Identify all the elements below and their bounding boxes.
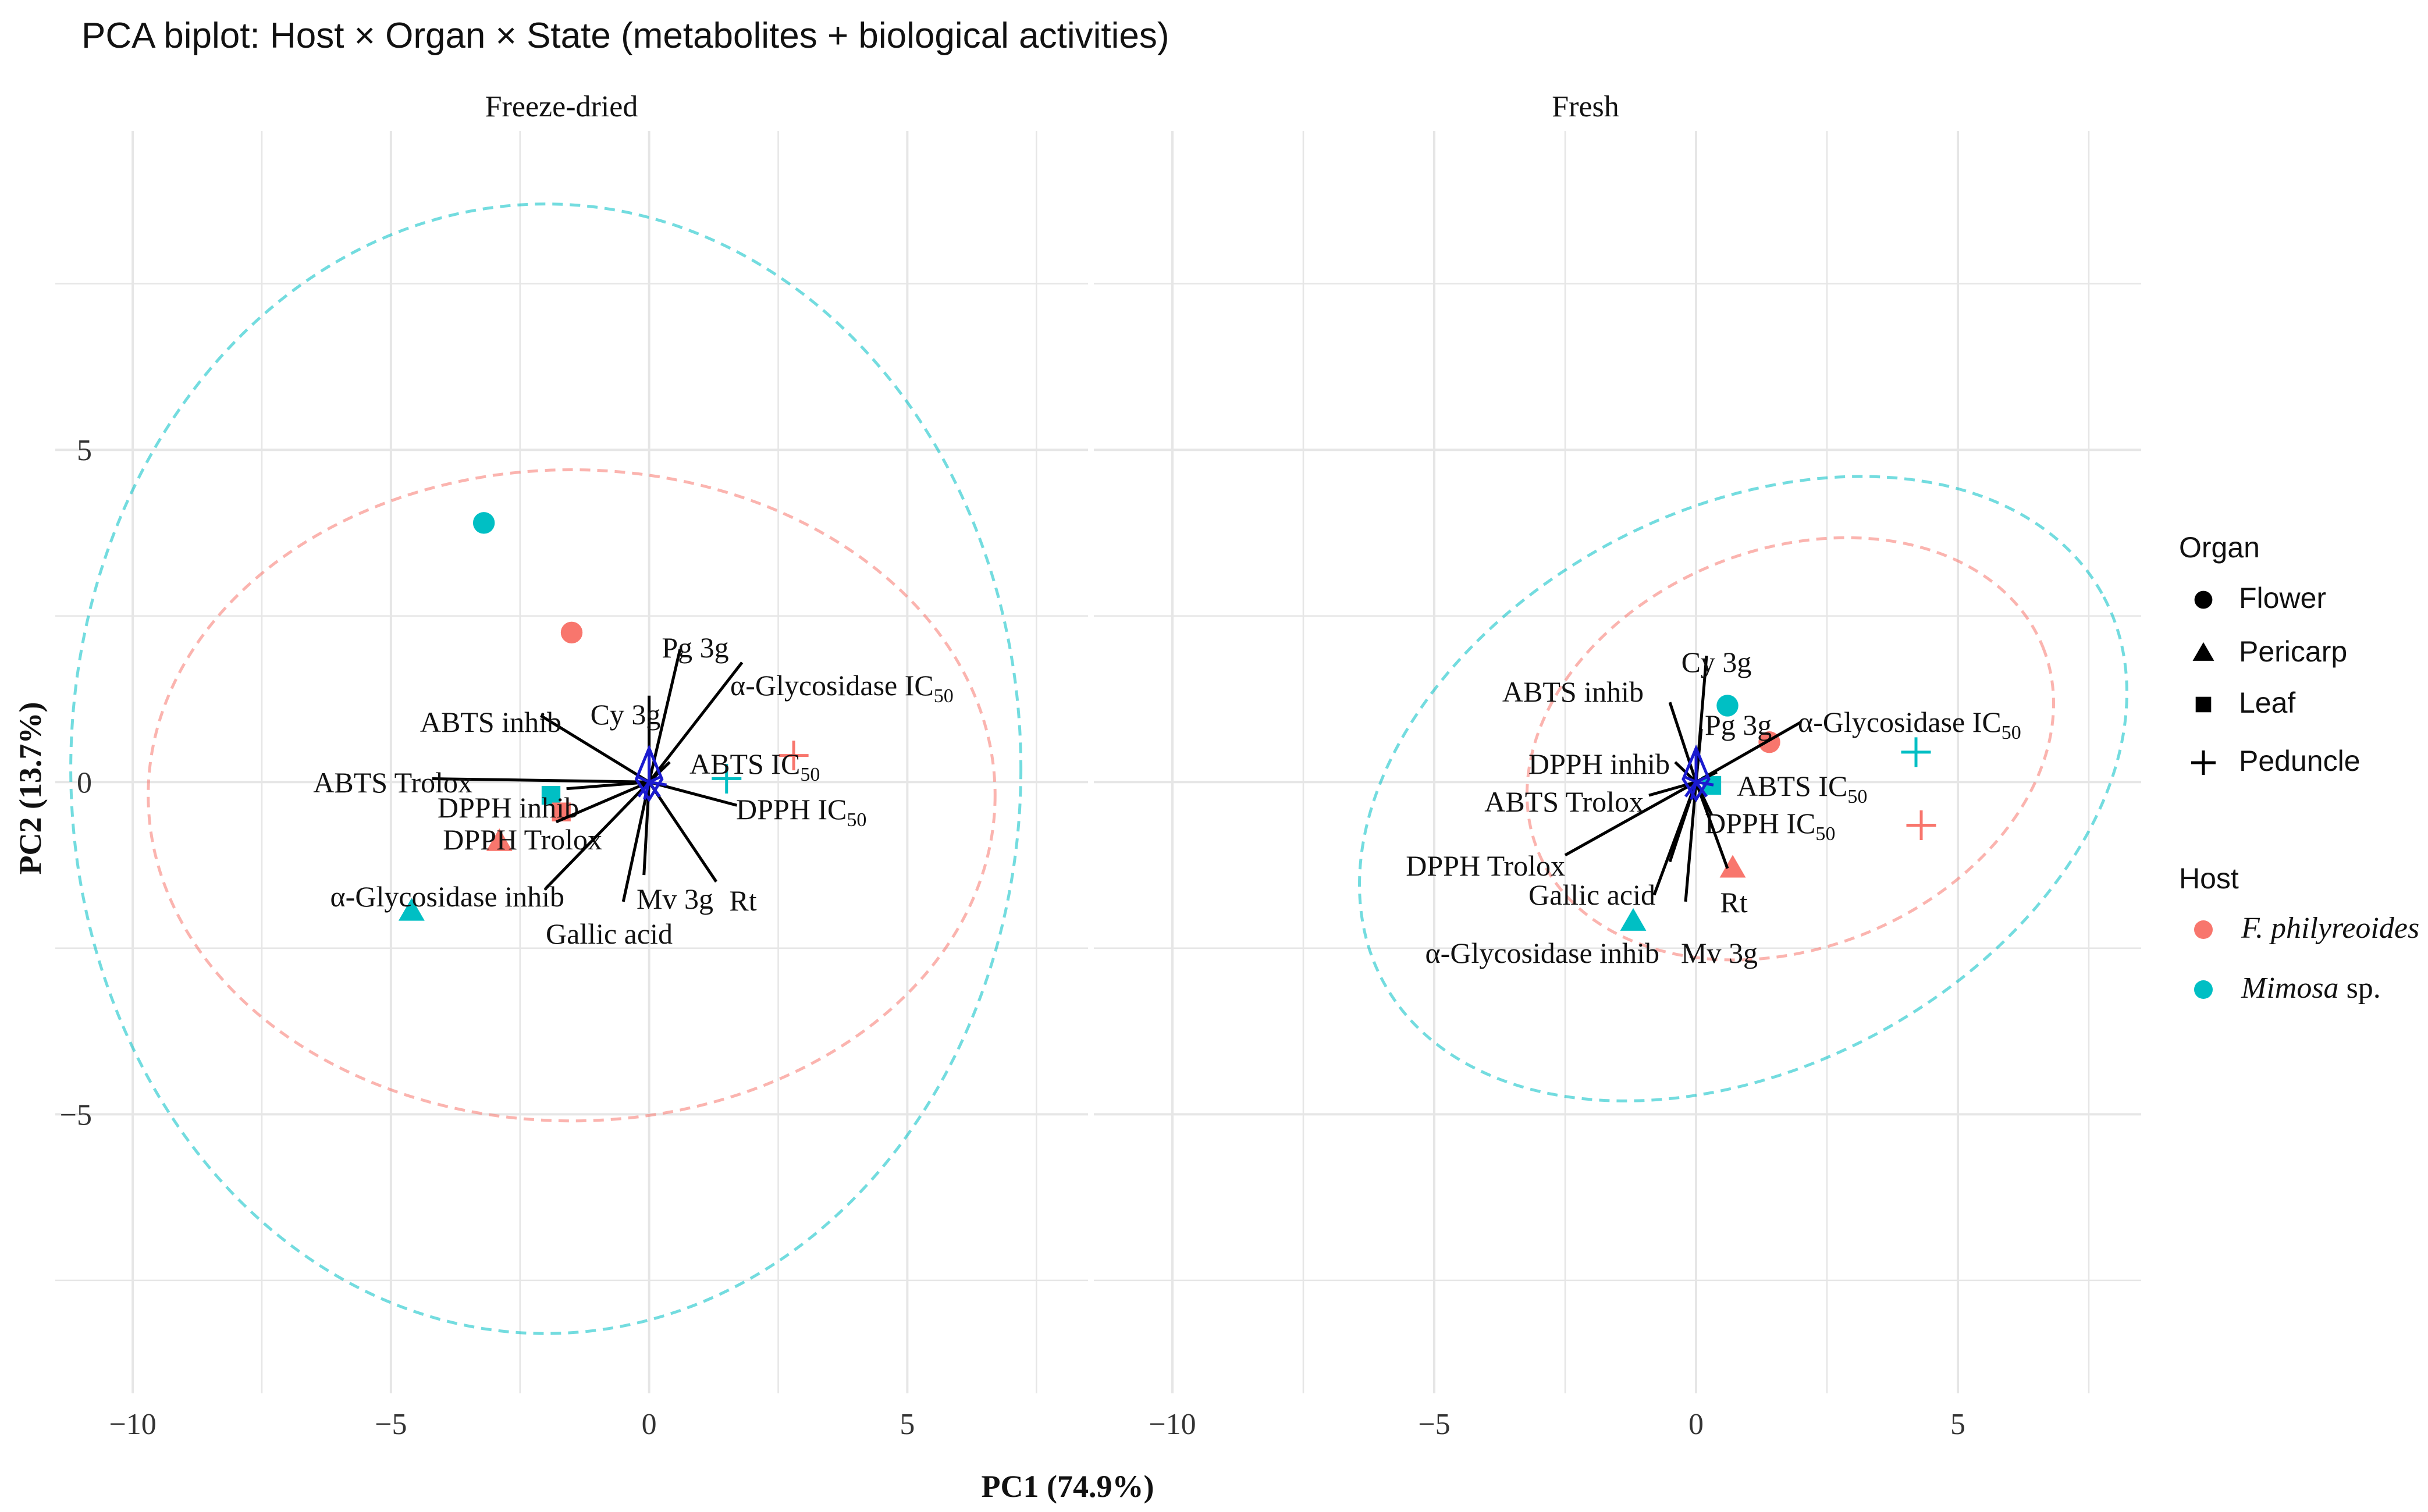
legend-host-label: Mimosa sp. [2241,972,2381,1005]
loading-label-rt: Rt [1720,886,1747,919]
y-tick-label: 0 [77,766,92,799]
origin-vector [643,781,651,800]
point-pericarp-f-philyreoides [486,828,513,851]
loading-label-dpph-ic50: DPPH IC50 [736,793,866,831]
loading-label-dpph-inhib: DPPH inhib [438,791,579,824]
x-tick-label: −5 [1418,1408,1450,1441]
loading-label-dpph-inhib: DPPH inhib [1528,748,1670,780]
point-leaf-mimosa-sp [541,785,561,805]
point-flower-mimosa-sp [1716,695,1739,717]
loading-arrow-mv-3g [1684,782,1698,902]
loading-arrow-glycosidase-inhib [1652,781,1698,896]
loading-label-abts-trolox: ABTS Trolox [1484,785,1644,818]
legend-host-title: Host [2179,862,2239,895]
point-pericarp-f-philyreoides [1719,855,1746,878]
loading-label-glycosidase-inhib: α-Glycosidase inhib [1425,937,1659,969]
loading-label-pg-3g: Pg 3g [662,631,728,664]
ellipse-f-philyreoides [147,468,997,1123]
point-pericarp-mimosa-sp [1620,908,1647,931]
legend-host-label: F. philyreoides [2241,912,2419,945]
legend-organ-label: Pericarp [2239,635,2347,668]
loading-arrow-abts-inhib [1668,702,1698,783]
origin-vector-outline [634,744,664,802]
origin-vector [1690,781,1698,800]
y-axis-label: PC2 (13.7%) [13,702,48,875]
loading-arrow-rt [648,781,718,883]
legend-leaf-icon [2195,696,2212,713]
figure-title: PCA biplot: Host × Organ × State (metabo… [81,16,1169,56]
loading-arrow-dpph-trolox [555,780,650,824]
loading-arrow-glycosidase-ic50 [648,661,744,783]
point-flower-f-philyreoides [560,621,583,643]
x-axis-label: PC1 (74.9%) [982,1469,1154,1504]
point-peduncle-f-philyreoides [778,741,809,771]
loading-label-mv-3g: Mv 3g [1681,937,1758,969]
loading-arrow-glycosidase-ic50 [1695,721,1802,784]
point-flower-mimosa-sp [472,512,495,534]
point-peduncle-mimosa-sp [712,764,742,794]
legend-flower-icon [2194,590,2213,609]
facet-title: Freeze-dried [485,90,638,123]
loading-label-dpph-ic50: DPPH IC50 [1705,807,1835,845]
loading-arrow-glycosidase-inhib [545,781,650,890]
ellipse-f-philyreoides [1525,536,2056,962]
grid [55,131,1088,1393]
y-tick-label: 5 [77,434,92,467]
origin-vectors [634,744,667,802]
loading-label-rt: Rt [729,884,756,917]
y-tick-label: −5 [60,1098,92,1132]
loading-label-abts-trolox: ABTS Trolox [313,766,472,799]
loading-arrow-dpph-inhib [566,780,649,791]
x-tick-label: 5 [900,1408,915,1441]
loading-label-abts-inhib: ABTS inhib [420,706,561,738]
loading-label-gallic-acid: Gallic acid [1528,878,1655,911]
loading-arrow-gallic-acid [621,781,651,902]
loading-label-glycosidase-ic50: α-Glycosidase IC50 [1798,706,2021,743]
point-pericarp-mimosa-sp [398,898,425,921]
loading-label-gallic-acid: Gallic acid [546,917,673,950]
loading-label-pg-3g: Pg 3g [1705,709,1772,741]
loading-label-dpph-trolox: DPPH Trolox [1406,849,1565,882]
point-peduncle-mimosa-sp [1901,737,1931,767]
loading-label-abts-ic50: ABTS IC50 [1737,770,1867,807]
legend-peduncle-icon [2191,750,2216,775]
legend: Organ Flower Pericarp Leaf Peduncle Host F.… [2179,531,2419,1005]
loading-label-dpph-trolox: DPPH Trolox [443,823,602,856]
x-tick-label: 5 [1950,1408,1965,1441]
panel-freeze-dried: Freeze-dried Pg 3g Cy 3g α-Glycosidase IC50… [55,90,1088,1441]
loading-arrow-abts-inhib [539,714,650,784]
loading-arrow-abts-trolox [1648,780,1697,797]
facet-title: Fresh [1552,90,1619,123]
loading-label-glycosidase-inhib: α-Glycosidase inhib [330,880,564,913]
loading-label-abts-inhib: ABTS inhib [1502,675,1644,708]
legend-pericarp-icon [2192,642,2214,661]
loading-label-mv-3g: Mv 3g [637,883,713,915]
legend-host-swatch-icon [2194,980,2213,999]
x-tick-label: −10 [1149,1408,1196,1441]
origin-vector-outline [1682,744,1711,802]
panel-fresh: Fresh Cy 3g ABTS inhib Pg 3g α-Glycosidase I… [1094,90,2141,1441]
x-tick-label: 0 [1688,1408,1704,1441]
legend-organ-title: Organ [2179,531,2260,564]
loading-label-cy-3g: Cy 3g [1682,646,1752,678]
origin-vectors [1682,744,1714,802]
loading-label-glycosidase-ic50: α-Glycosidase IC50 [730,669,954,707]
point-peduncle-f-philyreoides [1906,810,1936,840]
loading-label-cy-3g: Cy 3g [591,698,661,731]
legend-organ-label: Leaf [2239,686,2295,719]
x-tick-label: −5 [375,1408,407,1441]
loading-arrow-dpph-trolox [1564,781,1697,857]
legend-organ-label: Peduncle [2239,745,2361,777]
x-tick-label: −10 [109,1408,156,1441]
x-tick-label: 0 [642,1408,657,1441]
legend-host-swatch-icon [2194,920,2213,939]
loading-arrow-abts-trolox [432,777,649,784]
legend-organ-label: Flower [2239,582,2326,614]
loading-label-abts-ic50: ABTS IC50 [689,748,820,785]
loading-arrow-rt [1694,781,1729,869]
ellipse-mimosa-sp [69,202,1023,1335]
